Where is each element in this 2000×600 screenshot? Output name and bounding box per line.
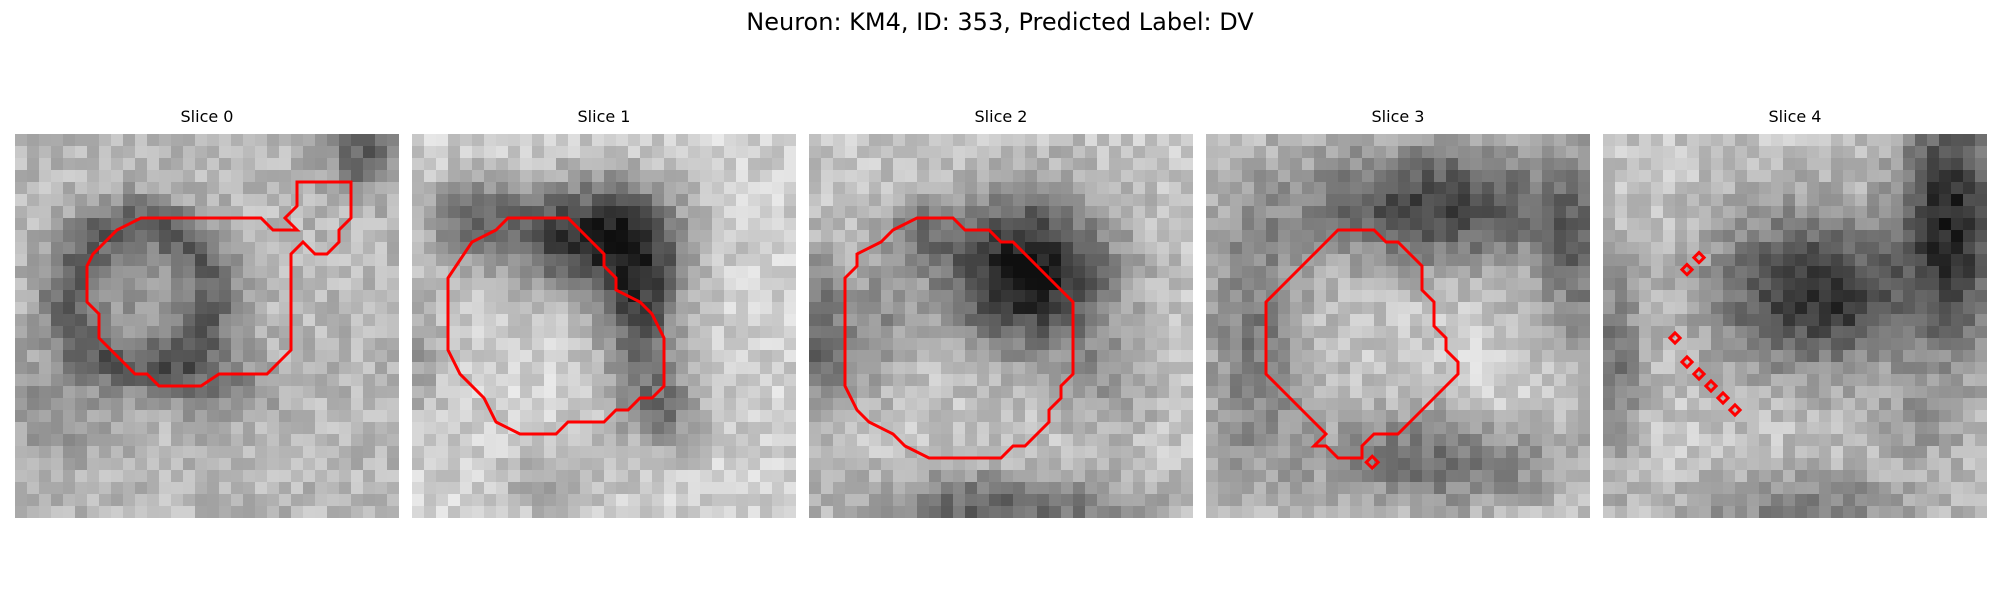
contour-marker — [1715, 390, 1731, 406]
slice-title: Slice 4 — [1768, 107, 1822, 126]
contour-markers — [1667, 250, 1743, 418]
slice-image — [1603, 134, 1987, 518]
contour-marker — [1691, 366, 1707, 382]
pixel-grid — [809, 134, 1193, 518]
figure-title: Neuron: KM4, ID: 353, Predicted Label: D… — [746, 8, 1254, 36]
slice-image — [412, 134, 796, 518]
contour-marker — [1679, 354, 1695, 370]
slice-image — [809, 134, 1193, 518]
pixel-grid — [1206, 134, 1590, 518]
neuron-contour — [843, 216, 1075, 460]
neuron-contour — [85, 180, 353, 388]
neuron-contour — [446, 216, 666, 436]
slice-image — [15, 134, 399, 518]
pixel-grid — [15, 134, 399, 518]
contour-marker — [1667, 330, 1683, 346]
slice-title: Slice 1 — [577, 107, 631, 126]
neuron-contour — [1264, 228, 1460, 460]
slice-title: Slice 0 — [180, 107, 234, 126]
contour-marker — [1727, 402, 1743, 418]
slice-image — [1206, 134, 1590, 518]
pixel-grid — [412, 134, 796, 518]
contour-marker — [1679, 262, 1695, 277]
slice-title: Slice 2 — [974, 107, 1028, 126]
contour-marker — [1364, 454, 1381, 471]
slice-title: Slice 3 — [1371, 107, 1425, 126]
pixel-grid — [1603, 134, 1987, 518]
contour-marker — [1703, 378, 1719, 394]
contour-marker — [1691, 250, 1707, 265]
